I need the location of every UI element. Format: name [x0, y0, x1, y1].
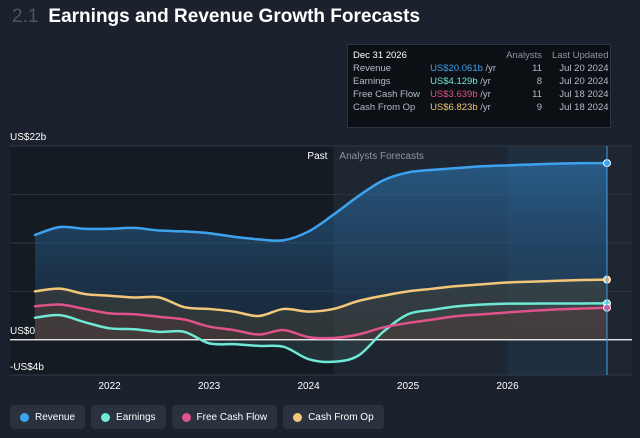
x-tick-label: 2024: [297, 381, 320, 392]
tooltip-row-label: Revenue: [353, 63, 392, 74]
legend-item-earnings[interactable]: Earnings: [91, 405, 166, 429]
area-revenue: [35, 163, 607, 340]
tooltip-row-revenue: Revenue US$20.061b /yr 11 Jul 20 2024: [348, 62, 614, 75]
x-tick-label: 2023: [198, 381, 221, 392]
tooltip-header-row: Dec 31 2026 Analysts Last Updated: [348, 49, 614, 62]
y-tick-label: US$0: [10, 326, 35, 337]
legend-label: Free Cash Flow: [196, 411, 268, 423]
tooltip-row-label: Cash From Op: [353, 102, 416, 113]
tooltip-row-value: US$20.061b /yr: [430, 63, 497, 74]
series-line-cash-from-op: [33, 278, 609, 318]
tooltip-row-analysts: 8: [536, 76, 542, 87]
tooltip-row-analysts: 11: [532, 89, 542, 100]
series-line-earnings: [33, 302, 609, 364]
legend-label: Cash From Op: [308, 411, 374, 423]
tooltip-col-analysts: Analysts: [506, 50, 542, 61]
forecast-tooltip: Dec 31 2026 Analysts Last Updated Revenu…: [347, 44, 611, 128]
tooltip-row-updated: Jul 20 2024: [559, 76, 609, 87]
tooltip-row-cash-from-op: Cash From Op US$6.823b /yr 9 Jul 18 2024: [348, 101, 614, 114]
x-tick-label: 2022: [98, 381, 121, 392]
tooltip-row-value: US$6.823b /yr: [430, 102, 491, 113]
earnings-swatch-icon: [101, 412, 111, 422]
tooltip-row-analysts: 11: [532, 63, 542, 74]
section-number: 2.1: [12, 6, 39, 27]
series-line-revenue: [33, 161, 609, 242]
x-tick-label: 2025: [397, 381, 420, 392]
y-tick-label: US$22b: [10, 132, 47, 143]
series-line-free-cash-flow: [33, 303, 609, 340]
legend-label: Revenue: [35, 411, 76, 423]
tooltip-row-label: Free Cash Flow: [353, 89, 421, 100]
area-earnings: [35, 303, 607, 362]
chart-header: 2.1 Earnings and Revenue Growth Forecast…: [12, 6, 420, 32]
legend-item-free-cash-flow[interactable]: Free Cash Flow: [171, 405, 278, 429]
forecast-label: Analysts Forecasts: [339, 151, 423, 162]
tooltip-row-label: Earnings: [353, 76, 391, 87]
legend-item-cash-from-op[interactable]: Cash From Op: [283, 405, 384, 429]
chart-title: Earnings and Revenue Growth Forecasts: [48, 6, 421, 27]
tooltip-date: Dec 31 2026: [353, 50, 407, 61]
x-tick-label: 2026: [496, 381, 519, 392]
y-tick-label: -US$4b: [10, 362, 44, 373]
area-cash-from-op: [35, 279, 607, 340]
tooltip-row-updated: Jul 18 2024: [559, 102, 609, 113]
chart-legend: Revenue Earnings Free Cash Flow Cash Fro…: [10, 405, 384, 429]
free-cash-flow-swatch-icon: [181, 412, 191, 422]
cash-from-op-swatch-icon: [293, 412, 303, 422]
tooltip-row-value: US$4.129b /yr: [430, 76, 491, 87]
tooltip-row-updated: Jul 18 2024: [559, 89, 609, 100]
revenue-swatch-icon: [20, 412, 29, 422]
tooltip-row-free-cash-flow: Free Cash Flow US$3.639b /yr 11 Jul 18 2…: [348, 88, 614, 101]
legend-item-revenue[interactable]: Revenue: [10, 405, 86, 429]
tooltip-col-updated: Last Updated: [552, 50, 609, 61]
legend-label: Earnings: [116, 411, 156, 423]
tooltip-row-earnings: Earnings US$4.129b /yr 8 Jul 20 2024: [348, 75, 614, 88]
tooltip-row-updated: Jul 20 2024: [559, 63, 609, 74]
tooltip-row-analysts: 9: [536, 102, 542, 113]
past-label: Past: [307, 151, 327, 162]
tooltip-row-value: US$3.639b /yr: [430, 89, 491, 100]
